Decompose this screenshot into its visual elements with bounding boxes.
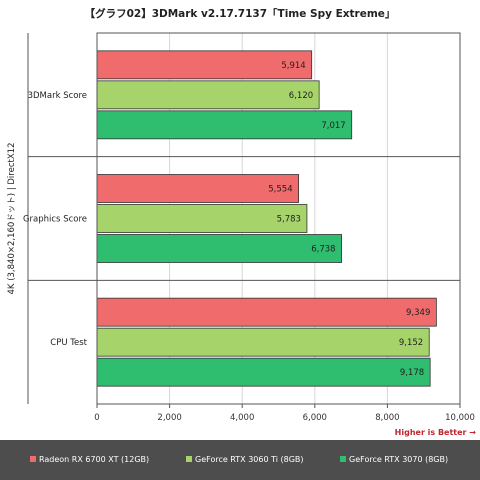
bar: [96, 327, 430, 357]
bar: [96, 80, 320, 110]
data-label: 5,554: [268, 185, 292, 195]
category-label: 3DMark Score: [28, 91, 87, 101]
data-label: 9,178: [400, 368, 424, 378]
data-label: 6,738: [311, 245, 335, 255]
category-label: CPU Test: [50, 338, 87, 348]
bar: [96, 110, 353, 140]
data-label: 5,914: [281, 61, 305, 71]
chart-title: 【グラフ02】3DMark v2.17.7137「Time Spy Extrem…: [84, 8, 396, 20]
bar: [96, 357, 431, 387]
bar: [96, 297, 437, 327]
legend-item-radeon-rx-6700-xt: Radeon RX 6700 XT (12GB): [30, 455, 149, 464]
bar: [96, 234, 342, 263]
legend-swatch: [186, 456, 192, 462]
legend-swatch: [30, 456, 36, 462]
data-label: 9,349: [406, 308, 430, 318]
legend: Radeon RX 6700 XT (12GB) GeForce RTX 306…: [0, 440, 480, 480]
plot-frame: [96, 32, 461, 405]
legend-swatch: [340, 456, 346, 462]
x-tick-label: 0: [94, 413, 99, 423]
x-tick-label: 8,000: [375, 413, 399, 423]
data-label: 9,152: [399, 338, 423, 348]
legend-label: Radeon RX 6700 XT (12GB): [39, 455, 150, 464]
bar: [96, 204, 308, 233]
x-tick-label: 4,000: [230, 413, 254, 423]
legend-item-geforce-rtx-3070: GeForce RTX 3070 (8GB): [340, 455, 448, 464]
legend-item-geforce-rtx-3060-ti: GeForce RTX 3060 Ti (8GB): [186, 455, 304, 464]
x-tick-label: 10,000: [445, 413, 475, 423]
higher-is-better-note: Higher is Better →: [394, 428, 476, 437]
x-tick-label: 2,000: [157, 413, 181, 423]
category-label: Graphics Score: [23, 215, 87, 225]
x-tick-label: 6,000: [303, 413, 327, 423]
legend-label: GeForce RTX 3060 Ti (8GB): [195, 455, 304, 464]
bar: [96, 50, 313, 80]
y-axis-label: 4K (3,840×2,160ドット) | DirectX12: [7, 143, 17, 295]
legend-label: GeForce RTX 3070 (8GB): [349, 455, 449, 464]
data-label: 5,783: [277, 215, 301, 225]
data-label: 6,120: [289, 91, 313, 101]
bar: [96, 174, 300, 203]
data-label: 7,017: [321, 121, 345, 131]
